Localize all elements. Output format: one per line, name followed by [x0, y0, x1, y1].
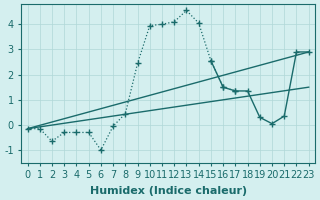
X-axis label: Humidex (Indice chaleur): Humidex (Indice chaleur)	[90, 186, 247, 196]
